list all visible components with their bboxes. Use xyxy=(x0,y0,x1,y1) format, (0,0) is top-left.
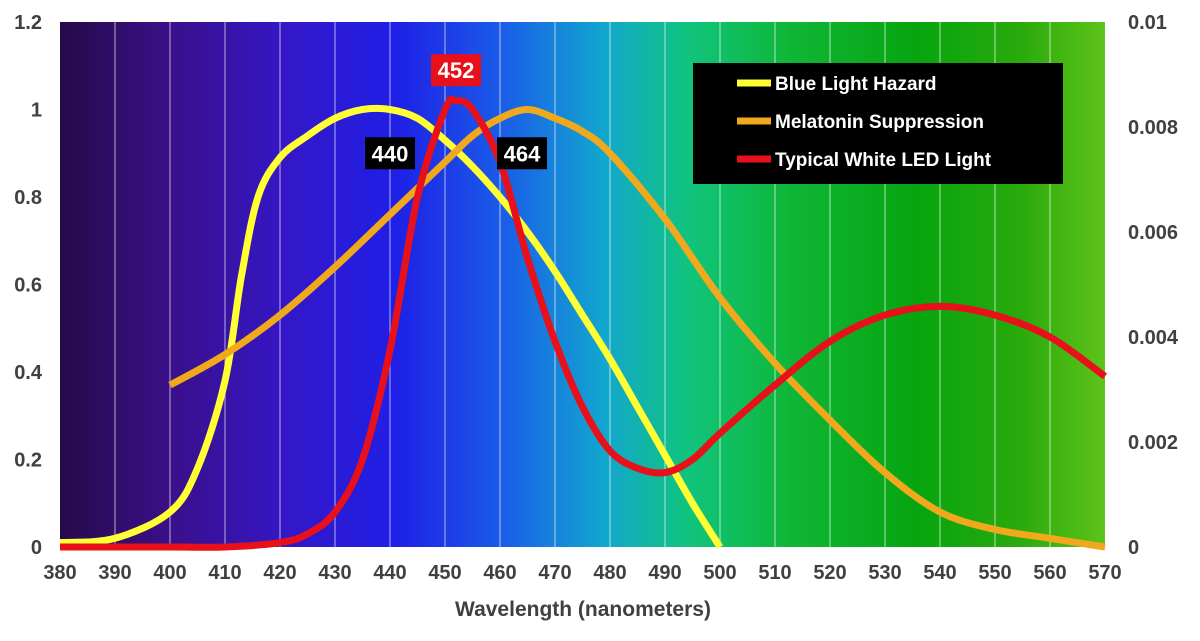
series-line-melatonin-suppression xyxy=(168,106,1106,551)
series-line-blue-light-hazard xyxy=(59,104,723,549)
x-tick-label: 540 xyxy=(923,562,956,584)
annotations: 440 452 464 xyxy=(365,54,547,170)
x-axis-label: Wavelength (nanometers) xyxy=(455,598,711,621)
series-layer xyxy=(59,95,1108,551)
x-tick-label: 380 xyxy=(43,562,76,584)
y-left-tick-label: 0.2 xyxy=(14,450,42,472)
y-left-tick-label: 1 xyxy=(31,100,42,122)
y-right-tick-label: 0.008 xyxy=(1128,117,1178,139)
x-tick-label: 550 xyxy=(978,562,1011,584)
y-right-tick-label: 0.006 xyxy=(1128,222,1178,244)
x-tick-label: 490 xyxy=(648,562,681,584)
x-tick-label: 530 xyxy=(868,562,901,584)
y-left-tick-label: 0 xyxy=(31,537,42,559)
y-left-tick-label: 0.8 xyxy=(14,187,42,209)
y-right-tick-label: 0.01 xyxy=(1128,12,1167,34)
x-tick-label: 500 xyxy=(703,562,736,584)
y-right-tick-label: 0 xyxy=(1128,537,1139,559)
x-tick-label: 420 xyxy=(263,562,296,584)
x-tick-label: 410 xyxy=(208,562,241,584)
x-tick-label: 450 xyxy=(428,562,461,584)
x-tick-label: 390 xyxy=(98,562,131,584)
x-tick-label: 440 xyxy=(373,562,406,584)
annotation-label: 452 xyxy=(438,58,475,83)
x-tick-label: 430 xyxy=(318,562,351,584)
y-left-tick-label: 0.6 xyxy=(14,275,42,297)
annotation-label: 464 xyxy=(504,141,541,166)
x-tick-label: 400 xyxy=(153,562,186,584)
y-left-tick-label: 0.4 xyxy=(14,362,43,384)
x-tick-label: 460 xyxy=(483,562,516,584)
x-tick-label: 560 xyxy=(1033,562,1066,584)
x-tick-label: 470 xyxy=(538,562,571,584)
x-tick-label: 520 xyxy=(813,562,846,584)
annotation-box xyxy=(497,137,547,170)
annotation-box xyxy=(431,54,481,87)
axes: 380 390 400 410 420 430 440 450 460 470 480 490 500 5… xyxy=(14,12,1179,584)
annotation-label: 440 xyxy=(372,141,409,166)
y-right-tick-label: 0.002 xyxy=(1128,432,1178,454)
x-tick-label: 480 xyxy=(593,562,626,584)
legend-entry: Typical White LED Light xyxy=(775,150,992,171)
y-right-tick-label: 0.004 xyxy=(1128,327,1179,349)
annotation-box xyxy=(365,137,415,170)
legend: Blue Light Hazard Melatonin Suppression Ty… xyxy=(693,63,1063,184)
series-line-typical-white-led-light xyxy=(60,95,1108,551)
x-tick-label: 570 xyxy=(1088,562,1121,584)
y-left-tick-label: 1.2 xyxy=(14,12,42,34)
legend-entry: Melatonin Suppression xyxy=(775,112,984,133)
x-tick-label: 510 xyxy=(758,562,791,584)
legend-entry: Blue Light Hazard xyxy=(775,74,937,95)
